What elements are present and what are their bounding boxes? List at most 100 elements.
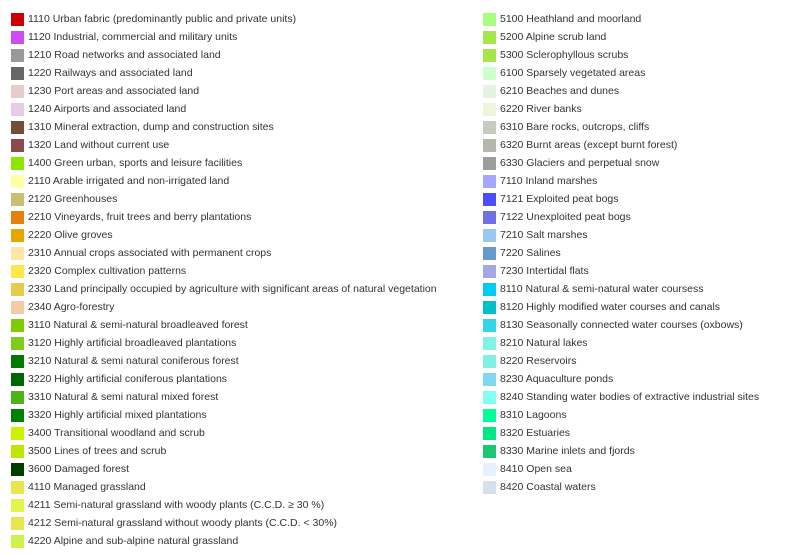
legend-swatch bbox=[11, 138, 24, 152]
legend-swatch bbox=[483, 228, 496, 242]
legend-swatch bbox=[483, 192, 496, 206]
legend-item: 1110 Urban fabric (predominantly public … bbox=[11, 10, 471, 28]
legend-item: 3500 Lines of trees and scrub bbox=[11, 442, 471, 460]
legend-label: 2120 Greenhouses bbox=[28, 192, 118, 205]
legend-item: 1120 Industrial, commercial and military… bbox=[11, 28, 471, 46]
legend-item: 2210 Vineyards, fruit trees and berry pl… bbox=[11, 208, 471, 226]
legend-label: 3600 Damaged forest bbox=[28, 462, 129, 475]
legend-item: 6100 Sparsely vegetated areas bbox=[483, 64, 783, 82]
legend-label: 3210 Natural & semi natural coniferous f… bbox=[28, 354, 239, 367]
legend-label: 8240 Standing water bodies of extractive… bbox=[500, 390, 760, 403]
legend-item: 4212 Semi-natural grassland without wood… bbox=[11, 514, 471, 532]
legend-item: 4110 Managed grassland bbox=[11, 478, 471, 496]
legend-item: 1320 Land without current use bbox=[11, 136, 471, 154]
legend-label: 5300 Sclerophyllous scrubs bbox=[500, 48, 629, 61]
legend-swatch bbox=[483, 300, 496, 314]
legend-label: 2340 Agro-forestry bbox=[28, 300, 115, 313]
legend-item: 3210 Natural & semi natural coniferous f… bbox=[11, 352, 471, 370]
legend-item: 2310 Annual crops associated with perman… bbox=[11, 244, 471, 262]
legend-item: 7230 Intertidal flats bbox=[483, 262, 783, 280]
legend-label: 1120 Industrial, commercial and military… bbox=[28, 30, 238, 43]
legend-item: 8240 Standing water bodies of extractive… bbox=[483, 388, 783, 406]
legend-column-right: 5100 Heathland and moorland 5200 Alpine s… bbox=[483, 10, 783, 496]
legend-swatch bbox=[483, 462, 496, 476]
legend-item: 5100 Heathland and moorland bbox=[483, 10, 783, 28]
legend-item: 8420 Coastal waters bbox=[483, 478, 783, 496]
legend-label: 8410 Open sea bbox=[500, 462, 572, 475]
legend-label: 4110 Managed grassland bbox=[28, 480, 146, 493]
legend-item: 2120 Greenhouses bbox=[11, 190, 471, 208]
legend-item: 8230 Aquaculture ponds bbox=[483, 370, 783, 388]
legend-label: 1110 Urban fabric (predominantly public … bbox=[28, 12, 297, 25]
legend-label: 3220 Highly artificial coniferous planta… bbox=[28, 372, 228, 385]
legend-label: 1320 Land without current use bbox=[28, 138, 170, 151]
legend-label: 8420 Coastal waters bbox=[500, 480, 596, 493]
legend-swatch bbox=[483, 84, 496, 98]
legend-item: 2330 Land principally occupied by agricu… bbox=[11, 280, 471, 298]
legend-label: 1310 Mineral extraction, dump and constr… bbox=[28, 120, 274, 133]
legend-item: 6320 Burnt areas (except burnt forest) bbox=[483, 136, 783, 154]
legend-label: 2320 Complex cultivation patterns bbox=[28, 264, 187, 277]
legend-item: 7220 Salines bbox=[483, 244, 783, 262]
legend-item: 7210 Salt marshes bbox=[483, 226, 783, 244]
legend-swatch bbox=[11, 210, 24, 224]
legend-label: 2310 Annual crops associated with perman… bbox=[28, 246, 272, 259]
legend-item: 3320 Highly artificial mixed plantations bbox=[11, 406, 471, 424]
legend-swatch bbox=[11, 84, 24, 98]
legend-swatch bbox=[11, 408, 24, 422]
legend-swatch bbox=[11, 318, 24, 332]
legend-swatch bbox=[483, 48, 496, 62]
legend-item: 8310 Lagoons bbox=[483, 406, 783, 424]
legend-label: 8320 Estuaries bbox=[500, 426, 571, 439]
legend-swatch bbox=[11, 282, 24, 296]
legend-item: 3310 Natural & semi natural mixed forest bbox=[11, 388, 471, 406]
legend-item: 1240 Airports and associated land bbox=[11, 100, 471, 118]
legend-label: 4212 Semi-natural grassland without wood… bbox=[28, 516, 338, 529]
legend-label: 4211 Semi-natural grassland with woody p… bbox=[28, 498, 325, 511]
legend-item: 1210 Road networks and associated land bbox=[11, 46, 471, 64]
legend-item: 6330 Glaciers and perpetual snow bbox=[483, 154, 783, 172]
legend-label: 2330 Land principally occupied by agricu… bbox=[28, 282, 437, 295]
legend-swatch bbox=[11, 516, 24, 530]
legend-swatch bbox=[11, 12, 24, 26]
legend-item: 3600 Damaged forest bbox=[11, 460, 471, 478]
legend-label: 3120 Highly artificial broadleaved plant… bbox=[28, 336, 237, 349]
legend-swatch bbox=[11, 390, 24, 404]
legend-swatch bbox=[483, 282, 496, 296]
legend-item: 1310 Mineral extraction, dump and constr… bbox=[11, 118, 471, 136]
legend-swatch bbox=[483, 66, 496, 80]
legend-label: 6100 Sparsely vegetated areas bbox=[500, 66, 646, 79]
legend-item: 8320 Estuaries bbox=[483, 424, 783, 442]
legend-swatch bbox=[483, 210, 496, 224]
legend-swatch bbox=[483, 264, 496, 278]
legend-item: 3120 Highly artificial broadleaved plant… bbox=[11, 334, 471, 352]
legend-swatch bbox=[11, 48, 24, 62]
legend-swatch bbox=[11, 246, 24, 260]
legend-swatch bbox=[11, 336, 24, 350]
legend-label: 6330 Glaciers and perpetual snow bbox=[500, 156, 660, 169]
legend-item: 3110 Natural & semi-natural broadleaved … bbox=[11, 316, 471, 334]
legend-label: 7230 Intertidal flats bbox=[500, 264, 589, 277]
legend-label: 5100 Heathland and moorland bbox=[500, 12, 642, 25]
legend-item: 2340 Agro-forestry bbox=[11, 298, 471, 316]
legend-swatch bbox=[483, 444, 496, 458]
legend-swatch bbox=[11, 354, 24, 368]
legend-label: 3110 Natural & semi-natural broadleaved … bbox=[28, 318, 248, 331]
legend-label: 7121 Exploited peat bogs bbox=[500, 192, 619, 205]
legend-item: 4220 Alpine and sub-alpine natural grass… bbox=[11, 532, 471, 550]
legend-swatch bbox=[483, 390, 496, 404]
legend-label: 8220 Reservoirs bbox=[500, 354, 577, 367]
legend-column-left: 1110 Urban fabric (predominantly public … bbox=[11, 10, 471, 550]
legend-swatch bbox=[483, 372, 496, 386]
legend-item: 5200 Alpine scrub land bbox=[483, 28, 783, 46]
legend-item: 2320 Complex cultivation patterns bbox=[11, 262, 471, 280]
legend-label: 8310 Lagoons bbox=[500, 408, 567, 421]
legend-label: 5200 Alpine scrub land bbox=[500, 30, 607, 43]
legend-swatch bbox=[483, 138, 496, 152]
legend-label: 6210 Beaches and dunes bbox=[500, 84, 620, 97]
legend-item: 8130 Seasonally connected water courses … bbox=[483, 316, 783, 334]
legend-item: 2220 Olive groves bbox=[11, 226, 471, 244]
legend-item: 8220 Reservoirs bbox=[483, 352, 783, 370]
legend-swatch bbox=[483, 12, 496, 26]
legend-label: 7220 Salines bbox=[500, 246, 561, 259]
